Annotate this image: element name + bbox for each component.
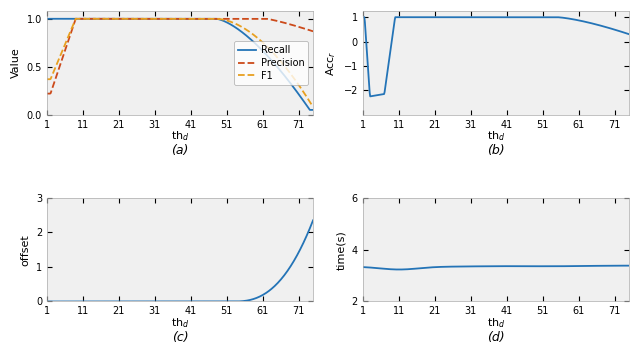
F1 xyxy=(43,77,51,82)
Precision xyxy=(262,17,269,21)
Precision xyxy=(170,17,178,21)
Line: F1: F1 xyxy=(47,19,313,105)
Line: Precision: Precision xyxy=(47,19,313,94)
Precision xyxy=(303,27,311,32)
F1 xyxy=(188,17,195,21)
Precision xyxy=(172,17,179,21)
Recall xyxy=(170,17,177,21)
Precision xyxy=(43,91,51,96)
Y-axis label: time(s): time(s) xyxy=(336,230,346,270)
Precision xyxy=(202,17,210,21)
Line: Recall: Recall xyxy=(47,19,313,110)
X-axis label: th$_d$: th$_d$ xyxy=(486,130,505,143)
Y-axis label: Acc$_r$: Acc$_r$ xyxy=(324,50,338,76)
Text: (d): (d) xyxy=(487,331,504,344)
F1 xyxy=(170,17,178,21)
F1 xyxy=(72,17,79,21)
Text: (c): (c) xyxy=(172,331,188,344)
Recall xyxy=(306,108,314,112)
Recall xyxy=(261,51,269,55)
Precision xyxy=(72,17,79,21)
Recall xyxy=(309,108,317,112)
Precision xyxy=(188,17,195,21)
X-axis label: th$_d$: th$_d$ xyxy=(171,130,189,143)
Recall xyxy=(187,17,195,21)
Y-axis label: offset: offset xyxy=(20,234,30,266)
X-axis label: th$_d$: th$_d$ xyxy=(171,316,189,330)
Precision xyxy=(309,29,317,33)
F1 xyxy=(309,103,317,107)
Recall xyxy=(202,17,209,21)
F1 xyxy=(202,17,210,21)
Recall xyxy=(171,17,179,21)
Recall xyxy=(303,103,310,107)
F1 xyxy=(262,43,269,47)
Text: (a): (a) xyxy=(172,144,189,157)
F1 xyxy=(303,95,311,100)
Recall xyxy=(43,17,51,21)
Text: (b): (b) xyxy=(487,144,504,157)
Legend: Recall, Precision, F1: Recall, Precision, F1 xyxy=(234,41,308,85)
F1 xyxy=(308,103,316,107)
X-axis label: th$_d$: th$_d$ xyxy=(486,316,505,330)
Y-axis label: Value: Value xyxy=(11,48,21,78)
F1 xyxy=(172,17,179,21)
